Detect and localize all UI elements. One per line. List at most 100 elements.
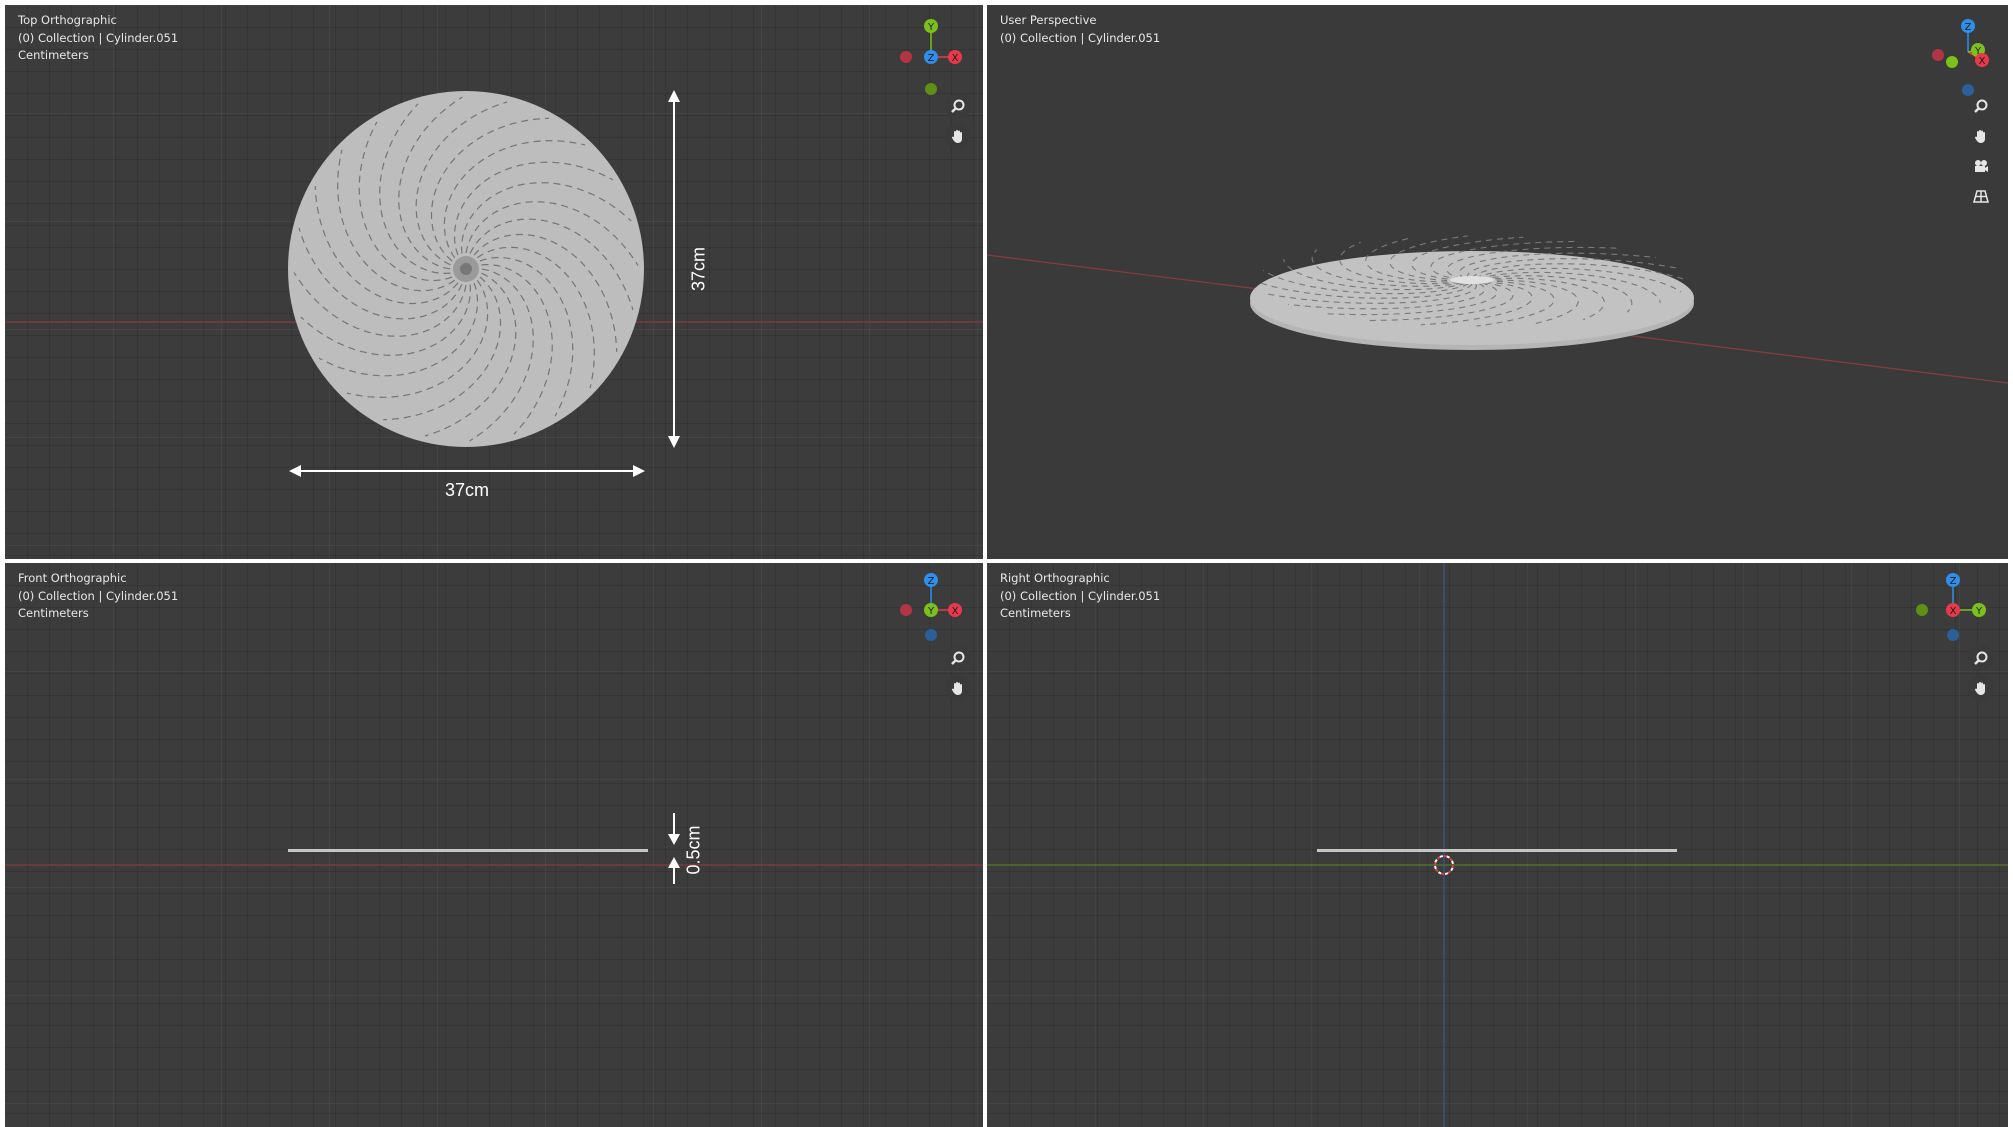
gizmo-z-axis[interactable] — [924, 573, 938, 587]
gizmo-neg-z-axis[interactable] — [925, 629, 937, 641]
height-dimension-arrow — [668, 90, 680, 448]
disc-spiral-line — [1262, 269, 1469, 295]
disc-spiral-line — [1256, 281, 1473, 299]
viewport-top-orthographic[interactable]: 37cm 37cm Top Orthographic (0) Collectio… — [5, 5, 983, 559]
disc-spiral-line — [383, 276, 502, 421]
disc-spiral-line — [293, 272, 467, 337]
navigation-gizmo[interactable]: Z Y X — [1912, 10, 2008, 100]
viewport-info: User Perspective (0) Collection | Cylind… — [1000, 12, 1160, 47]
disc-spiral-line — [453, 161, 614, 256]
disc-spiral-line — [1484, 277, 1605, 321]
disc-spiral-line — [1323, 282, 1498, 316]
zoom-button[interactable] — [1968, 645, 1994, 671]
view-name: User Perspective — [1000, 13, 1097, 27]
gizmo-neg-y-axis[interactable] — [1916, 604, 1928, 616]
disc-spiral-line — [1471, 263, 1688, 281]
gizmo-z-axis[interactable] — [1946, 573, 1960, 587]
gizmo-z-axis[interactable] — [1961, 19, 1975, 33]
disc-spiral-line — [314, 186, 459, 305]
gizmo-neg-z-axis[interactable] — [1962, 84, 1974, 96]
thickness-dimension-label: 0.5cm — [683, 825, 704, 875]
zoom-button[interactable] — [945, 93, 971, 119]
camera-view-button[interactable] — [1968, 153, 1994, 179]
disc-object-edge — [1317, 849, 1677, 852]
disc-spiral-line — [424, 272, 517, 437]
right-view-canvas — [987, 563, 2008, 1127]
gizmo-y-axis[interactable] — [924, 603, 938, 617]
disc-spiral-line — [465, 201, 639, 266]
gizmo-x-axis[interactable] — [1946, 603, 1960, 617]
disc-spiral-line — [469, 218, 634, 311]
hand-pan-icon — [951, 130, 962, 143]
view-name: Top Orthographic — [18, 13, 117, 27]
pan-button[interactable] — [945, 123, 971, 149]
gizmo-y-axis[interactable] — [1972, 603, 1986, 617]
viewport-info: Top Orthographic (0) Collection | Cylind… — [18, 12, 178, 65]
gizmo-neg-x-axis[interactable] — [1932, 49, 1944, 61]
gizmo-neg-y-axis[interactable] — [925, 83, 937, 95]
disc-spiral-line — [1430, 240, 1576, 281]
disc-spiral-line — [481, 264, 553, 435]
disc-spiral-line — [1311, 249, 1463, 287]
svg-text:X: X — [952, 606, 959, 617]
zoom-icon — [1974, 651, 1988, 665]
width-dimension-arrow — [289, 465, 645, 477]
disc-object-edge — [288, 849, 648, 852]
hand-pan-icon — [951, 682, 962, 695]
viewport-right-orthographic[interactable]: Right Orthographic (0) Collection | Cyli… — [987, 563, 2008, 1127]
viewport-info: Right Orthographic (0) Collection | Cyli… — [1000, 570, 1160, 623]
zoom-button[interactable] — [945, 645, 971, 671]
svg-text:Y: Y — [1974, 46, 1982, 57]
disc-spiral-line — [358, 121, 453, 282]
disc-spiral-line — [1475, 267, 1682, 293]
pan-button[interactable] — [1968, 123, 1994, 149]
collection-label: (0) Collection | Cylinder.051 — [18, 588, 179, 603]
gizmo-x-axis[interactable] — [948, 603, 962, 617]
navigation-gizmo[interactable]: Z X Y — [885, 568, 983, 658]
collection-label: (0) Collection | Cylinder.051 — [1000, 588, 1161, 603]
gizmo-x-axis[interactable] — [1975, 53, 1989, 67]
zoom-icon — [951, 99, 965, 113]
navigation-gizmo[interactable]: Z Y X — [1902, 568, 2008, 658]
disc-spiral-line — [379, 103, 451, 274]
width-dimension-label: 37cm — [445, 480, 490, 500]
zoom-button[interactable] — [1968, 93, 1994, 119]
disc-spiral-line — [1265, 283, 1477, 304]
viewport-front-orthographic[interactable]: 0.5cm Front Orthographic (0) Collection … — [5, 563, 983, 1127]
gizmo-y-axis[interactable] — [924, 19, 938, 33]
disc-spiral-line — [337, 149, 456, 292]
disc-spiral-line — [473, 233, 618, 352]
pan-button[interactable] — [1968, 675, 1994, 701]
svg-text:Y: Y — [927, 606, 935, 617]
disc-spiral-line — [1446, 246, 1621, 280]
disc-spiral-line — [415, 101, 508, 266]
gizmo-neg-x-axis[interactable] — [900, 604, 912, 616]
gizmo-z-axis[interactable] — [924, 50, 938, 64]
viewport-user-perspective[interactable]: User Perspective (0) Collection | Cylind… — [987, 5, 2008, 559]
disc-spiral-line — [1478, 271, 1661, 303]
perspective-canvas — [987, 235, 2008, 384]
disc-spiral-line — [1368, 281, 1514, 322]
disc-spiral-line — [443, 140, 586, 259]
disc-spiral-line — [318, 282, 479, 377]
grid-icon — [1973, 190, 1989, 203]
pan-button[interactable] — [945, 675, 971, 701]
zoom-icon — [1974, 99, 1988, 113]
toggle-projection-button[interactable] — [1968, 183, 1994, 209]
navigation-gizmo[interactable]: Y X Z — [885, 10, 983, 100]
gizmo-x-axis[interactable] — [948, 50, 962, 64]
svg-text:Z: Z — [928, 576, 935, 587]
gizmo-neg-y-axis[interactable] — [1946, 56, 1958, 68]
disc-spiral-line — [398, 96, 463, 270]
gizmo-neg-x-axis[interactable] — [900, 51, 912, 63]
disc-spiral-line — [1283, 259, 1466, 291]
disc-spiral-line — [1481, 275, 1633, 313]
disc-spiral-line — [476, 246, 595, 389]
units-label: Centimeters — [18, 48, 89, 62]
disc-object — [288, 91, 644, 447]
units-label: Centimeters — [18, 606, 89, 620]
svg-text:X: X — [1979, 56, 1986, 67]
gizmo-neg-z-axis[interactable] — [1947, 629, 1959, 641]
disc-spiral-line — [300, 284, 471, 356]
gizmo-z-label: Z — [928, 53, 935, 64]
